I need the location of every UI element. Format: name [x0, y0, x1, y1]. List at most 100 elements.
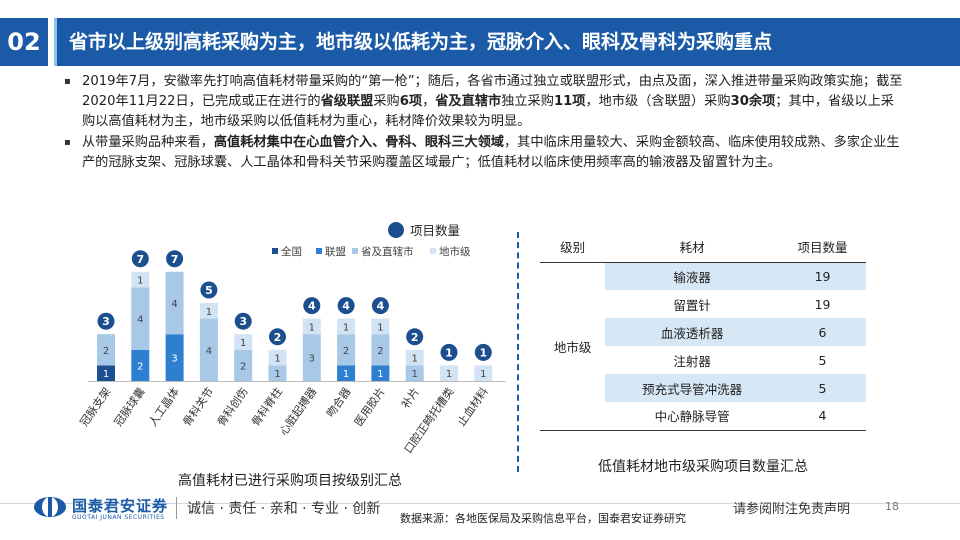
- total-badge: [406, 328, 424, 346]
- bullet-text-run: ，其中临床用量较大、采购金额较高、临床使用较成熟、多家企业生产的冠脉支架、冠脉球…: [82, 135, 900, 170]
- disclaimer: 请参阅附注免责声明: [733, 502, 851, 517]
- chart-caption: 高值耗材已进行采购项目按级别汇总: [178, 473, 402, 489]
- total-label: 3: [102, 315, 110, 328]
- data-label: 4: [206, 346, 212, 357]
- bullet-text-run: 省及直辖市: [435, 94, 502, 109]
- total-label: 2: [274, 331, 282, 344]
- total-label: 7: [136, 253, 144, 266]
- header-count: 项目数量: [779, 232, 866, 263]
- bar-segment: [131, 271, 150, 288]
- header-level: 级别: [540, 232, 606, 263]
- total-label: 4: [308, 300, 316, 313]
- level-cell: 地市级: [540, 262, 606, 431]
- bar-segment: [440, 365, 458, 381]
- bullet-text-run: 11项: [553, 94, 586, 109]
- category-label: 吻合器: [323, 385, 353, 420]
- legend-swatch: [352, 248, 358, 254]
- bar-segment: [234, 349, 253, 381]
- total-badge: [97, 312, 115, 330]
- data-label: 3: [309, 354, 315, 365]
- total-label: 4: [342, 300, 350, 313]
- data-label: 2: [240, 361, 246, 372]
- count-cell: 19: [814, 296, 831, 312]
- category-label: 骨科创伤: [214, 385, 251, 429]
- bullet-1: 2019年7月，安徽率先打响高值耗材带量采购的“第一枪”；随后，各省市通过独立或…: [62, 72, 907, 132]
- data-label: 1: [309, 322, 315, 333]
- bullet-list: 2019年7月，安徽率先打响高值耗材带量采购的“第一枪”；随后，各省市通过独立或…: [62, 72, 907, 174]
- total-label: 2: [411, 331, 419, 344]
- bar-segment: [371, 334, 390, 366]
- total-badge: [371, 297, 389, 315]
- bar-segment: [165, 271, 184, 335]
- bar-segment: [302, 318, 321, 335]
- item-cell: 中心静脉导管: [605, 402, 780, 431]
- bullet-text-run: 采购: [373, 94, 400, 109]
- data-label: 1: [377, 369, 383, 380]
- item-cell: 输液器: [605, 262, 780, 290]
- data-label: 1: [377, 322, 383, 333]
- legend-swatch: [316, 248, 322, 254]
- bar-segment: [337, 318, 356, 335]
- legend-label: 全国: [281, 245, 302, 258]
- table-header-row: 级别 耗材 项目数量: [540, 232, 866, 263]
- table-row: 中心静脉导管 4: [540, 402, 866, 431]
- legend-total-marker: [388, 222, 404, 238]
- bar-segment: [165, 334, 184, 381]
- count-cell: 5: [818, 352, 827, 368]
- table-row: 预充式导管冲洗器 5: [540, 374, 866, 402]
- section-number: 02: [0, 18, 48, 66]
- data-label: 1: [137, 276, 143, 287]
- data-label: 2: [377, 346, 383, 357]
- count-cell: 5: [779, 374, 866, 402]
- bullet-text-run: 6项: [399, 94, 423, 109]
- low-value-table: 级别 耗材 项目数量 地市级 输液器 19 留置针 19 血液透析器 6 注射器…: [540, 232, 866, 431]
- bar-segment: [268, 365, 287, 381]
- category-label: 骨科脊柱: [248, 385, 285, 429]
- bullet-text-run: 高值耗材集中在心血管介入、骨科、眼科三大领域: [213, 135, 504, 150]
- total-label: 5: [205, 284, 213, 297]
- total-badge: [166, 250, 184, 268]
- bar-segment: [131, 349, 150, 381]
- legend-label: 联盟: [325, 246, 346, 258]
- bullet-text-run: ，地市级（含联盟）采购: [585, 94, 731, 109]
- bar-segment: [97, 365, 115, 381]
- header-item: 耗材: [605, 232, 780, 263]
- legend-total-label: 项目数量: [410, 223, 460, 238]
- total-badge: [234, 312, 252, 330]
- total-badge: [269, 328, 286, 346]
- count-cell: 6: [779, 318, 866, 346]
- total-label: 7: [171, 253, 179, 266]
- legend-swatch: [430, 248, 436, 254]
- bar-segment: [302, 334, 321, 381]
- bar-segment: [97, 334, 115, 366]
- legend-swatch: [272, 248, 278, 254]
- bullet-text-run: ；其中，省级以上采购以高值耗材为主，地市级采购以低值耗材为重心，耗材降价效果较为…: [82, 94, 894, 129]
- bar-segment: [371, 365, 390, 381]
- table-row: 留置针 19: [540, 290, 866, 318]
- category-label: 医用胶片: [351, 385, 388, 429]
- category-label: 人工晶体: [145, 385, 182, 429]
- legend-label: 地市级: [439, 245, 471, 258]
- item-cell: 留置针: [673, 297, 711, 313]
- slogan: 诚信 · 责任 · 亲和 · 专业 · 创新: [187, 501, 381, 517]
- footer-divider: [0, 503, 960, 504]
- data-label: 1: [240, 338, 246, 349]
- category-label: 冠脉支架: [77, 385, 114, 429]
- bar-segment: [131, 287, 150, 350]
- table-row: 地市级 输液器 19: [540, 262, 866, 431]
- data-label: 1: [343, 322, 349, 333]
- total-badge: [131, 250, 149, 268]
- bullet-text-run: 2019年7月，安徽率先打响高值耗材带量采购的“第一枪”；随后，各省市通过独立或…: [82, 74, 903, 109]
- category-label: 止血材料: [454, 385, 491, 429]
- data-label: 4: [171, 299, 177, 310]
- bar-segment: [337, 365, 356, 381]
- table-caption: 低值耗材地市级采购项目数量汇总: [598, 459, 808, 475]
- total-badge: [200, 281, 218, 299]
- data-label: 1: [103, 369, 109, 380]
- bar-segment: [405, 365, 424, 381]
- bullet-2: 从带量采购品种来看，高值耗材集中在心血管介入、骨科、眼科三大领域，其中临床用量较…: [62, 133, 907, 173]
- bar-segment: [199, 318, 218, 381]
- data-label: 1: [274, 369, 280, 380]
- data-label: 1: [206, 307, 212, 318]
- category-label: 冠脉球囊: [111, 385, 148, 429]
